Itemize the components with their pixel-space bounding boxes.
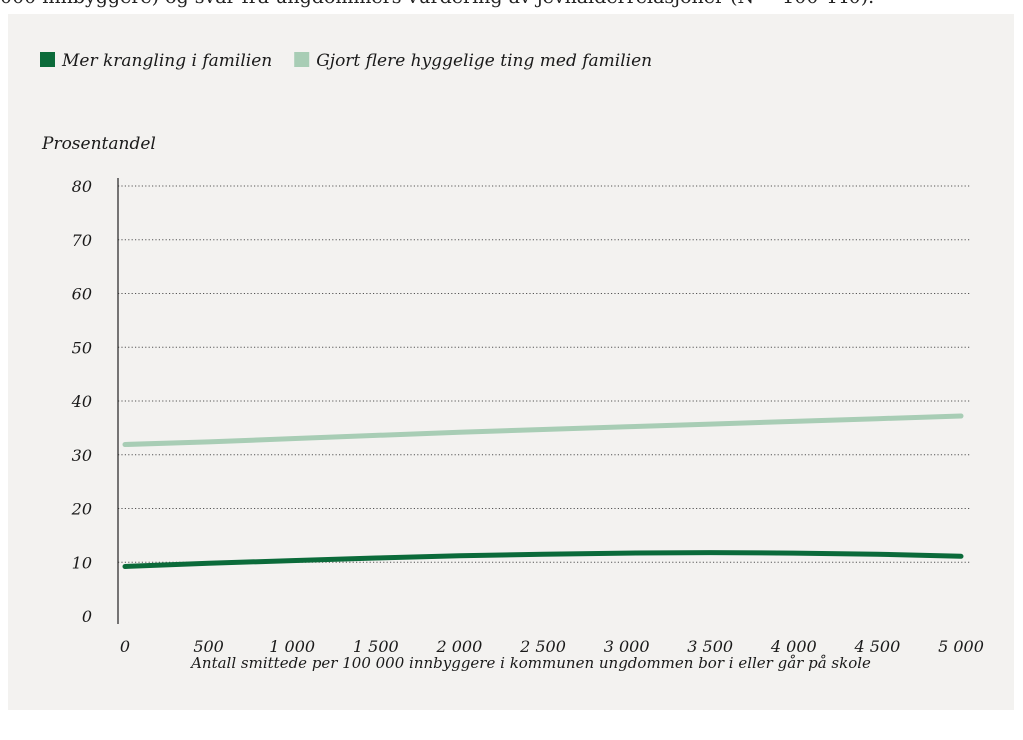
y-tick-label: 80 xyxy=(72,177,92,196)
x-tick-label: 1 500 xyxy=(353,637,399,656)
y-tick-label: 60 xyxy=(72,285,92,304)
grid-lines xyxy=(118,185,970,563)
series-lines xyxy=(122,413,964,569)
series-line-1 xyxy=(122,550,964,569)
x-axis-label: Antall smittede per 100 000 innbyggere i… xyxy=(189,654,871,672)
legend-label-1: Mer krangling i familien xyxy=(61,51,272,71)
line-chart: Mer krangling i familien Gjort flere hygg… xyxy=(40,51,984,672)
x-tick-label: 3 500 xyxy=(687,637,733,656)
x-tick-label: 4 500 xyxy=(853,637,900,656)
legend: Mer krangling i familien Gjort flere hygg… xyxy=(40,51,652,71)
y-tick-label: 0 xyxy=(82,607,92,626)
x-tick-label: 0 xyxy=(120,637,130,656)
y-tick-labels: 0 10 20 30 40 50 60 70 80 xyxy=(71,177,92,626)
x-tick-label: 3 000 xyxy=(604,637,650,656)
x-tick-labels: 0 500 1 000 1 500 2 000 2 500 3 000 3 500 4 000 4… xyxy=(120,637,984,656)
y-tick-label: 40 xyxy=(71,392,92,411)
series-line-2 xyxy=(122,413,964,447)
y-axis-label: Prosentandel xyxy=(41,134,156,154)
legend-label-2: Gjort flere hyggelige ting med familien xyxy=(316,51,652,71)
x-tick-label: 4 000 xyxy=(770,637,817,656)
x-tick-label: 2 000 xyxy=(435,637,482,656)
y-tick-label: 70 xyxy=(72,231,92,250)
legend-swatch-2 xyxy=(294,52,310,67)
x-tick-label: 500 xyxy=(193,637,224,656)
y-tick-label: 30 xyxy=(72,446,92,465)
figure-caption: 000 innbyggere) og svar fra ungdommers v… xyxy=(0,0,1023,8)
x-tick-label: 5 000 xyxy=(938,637,984,656)
legend-swatch-1 xyxy=(40,52,55,67)
y-tick-label: 50 xyxy=(72,338,92,357)
chart-panel: Mer krangling i familien Gjort flere hygg… xyxy=(8,14,1014,710)
x-tick-label: 1 000 xyxy=(269,637,315,656)
y-tick-label: 20 xyxy=(71,500,92,519)
x-tick-label: 2 500 xyxy=(519,637,566,656)
y-tick-label: 10 xyxy=(72,553,92,572)
